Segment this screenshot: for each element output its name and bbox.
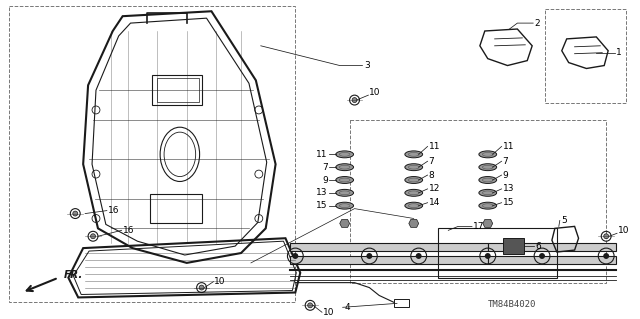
Bar (394, 300, 409, 307)
Text: 11: 11 (316, 150, 328, 159)
Text: 6: 6 (535, 241, 541, 251)
Bar (291, 256, 488, 264)
Ellipse shape (336, 176, 353, 183)
Circle shape (485, 253, 491, 259)
Circle shape (292, 253, 298, 259)
Text: 13: 13 (316, 188, 328, 197)
Bar (545, 9, 626, 103)
Bar (291, 243, 488, 251)
Text: 11: 11 (502, 142, 514, 151)
Text: 13: 13 (502, 184, 514, 193)
Text: 14: 14 (429, 198, 440, 207)
Text: 2: 2 (534, 19, 540, 28)
Ellipse shape (336, 189, 353, 196)
Text: 9: 9 (322, 175, 328, 184)
Text: 8: 8 (429, 171, 435, 180)
Bar (349, 120, 606, 283)
Text: 11: 11 (429, 142, 440, 151)
Polygon shape (409, 219, 419, 227)
Bar (9, 6, 295, 302)
Ellipse shape (479, 176, 497, 183)
Ellipse shape (479, 151, 497, 158)
Text: 10: 10 (618, 226, 630, 235)
Circle shape (73, 211, 77, 216)
Text: 15: 15 (502, 198, 514, 207)
Circle shape (366, 253, 372, 259)
Polygon shape (483, 219, 493, 227)
Polygon shape (340, 219, 349, 227)
Ellipse shape (405, 189, 422, 196)
Ellipse shape (336, 164, 353, 171)
Text: 5: 5 (561, 216, 566, 225)
Text: 7: 7 (322, 163, 328, 172)
Text: 16: 16 (123, 226, 134, 235)
Ellipse shape (479, 202, 497, 209)
Text: 7: 7 (502, 157, 508, 166)
Text: 10: 10 (323, 308, 335, 317)
Bar (502, 238, 524, 254)
Circle shape (604, 234, 609, 239)
Circle shape (604, 253, 609, 259)
Text: 1: 1 (616, 48, 622, 57)
Bar (488, 243, 616, 251)
Text: 16: 16 (108, 206, 119, 215)
Ellipse shape (336, 202, 353, 209)
Bar (438, 228, 557, 278)
Circle shape (308, 303, 312, 308)
Ellipse shape (405, 202, 422, 209)
Ellipse shape (479, 189, 497, 196)
Bar (488, 256, 616, 264)
Circle shape (90, 234, 95, 239)
Text: 4: 4 (345, 303, 350, 312)
Text: 17: 17 (473, 222, 484, 231)
Text: 10: 10 (369, 88, 381, 97)
Text: TM84B4020: TM84B4020 (488, 300, 536, 309)
Circle shape (352, 98, 357, 102)
Circle shape (539, 253, 545, 259)
Text: FR.: FR. (63, 270, 83, 280)
Ellipse shape (405, 164, 422, 171)
Ellipse shape (405, 151, 422, 158)
Text: 3: 3 (364, 61, 370, 70)
Circle shape (199, 285, 204, 290)
Ellipse shape (405, 176, 422, 183)
Text: 9: 9 (502, 171, 508, 180)
Text: 15: 15 (316, 201, 328, 210)
Text: 12: 12 (429, 184, 440, 193)
Ellipse shape (479, 164, 497, 171)
Text: 7: 7 (429, 157, 435, 166)
Ellipse shape (336, 151, 353, 158)
Text: 10: 10 (214, 277, 226, 286)
Circle shape (416, 253, 422, 259)
